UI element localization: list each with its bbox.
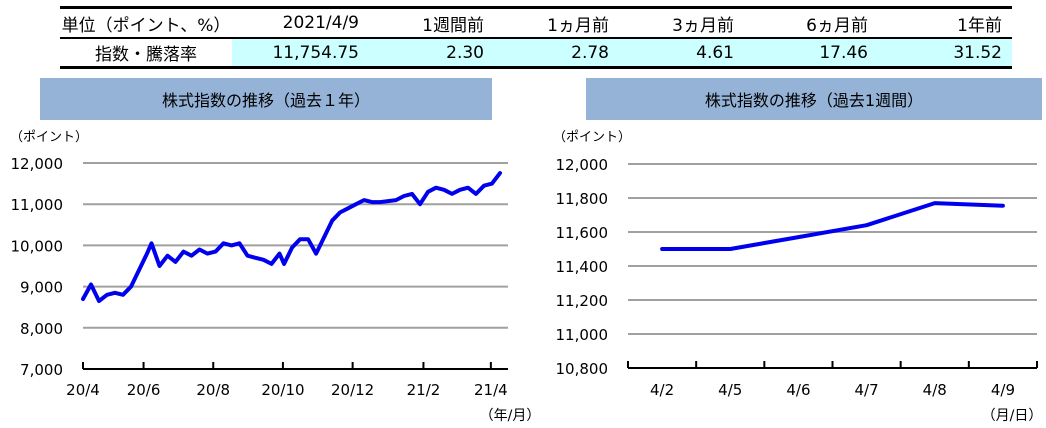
y-axis-unit: （ポイント） — [553, 130, 631, 145]
y-tick-label: 11,400 — [556, 258, 609, 276]
x-tick-label: 20/10 — [261, 381, 304, 399]
value-6month: 17.46 — [744, 39, 878, 66]
x-axis-unit: （年/月） — [480, 408, 541, 424]
y-tick-label: 10,800 — [556, 360, 609, 378]
header-1year: 1年前 — [957, 15, 1002, 36]
header-1month: 1ヵ月前 — [547, 15, 609, 36]
value-1month: 2.78 — [494, 39, 619, 66]
x-tick-label: 4/6 — [786, 381, 810, 399]
header-1week: 1週間前 — [422, 15, 484, 36]
table-header-row: 単位（ポイント、%） 2021/4/9 1週間前 1ヵ月前 3ヵ月前 6ヵ月前 … — [60, 9, 1012, 39]
value-1year: 31.52 — [878, 39, 1012, 66]
row-label: 指数・騰落率 — [95, 45, 197, 65]
x-tick-label: 4/5 — [718, 381, 742, 399]
x-tick-label: 21/4 — [474, 381, 508, 399]
y-tick-label: 11,800 — [556, 190, 609, 208]
y-tick-label: 9,000 — [20, 279, 63, 297]
header-6month: 6ヵ月前 — [806, 15, 868, 36]
y-tick-label: 8,000 — [20, 320, 63, 338]
value-1week: 2.30 — [369, 39, 494, 66]
y-tick-label: 11,600 — [556, 224, 609, 242]
header-3month: 3ヵ月前 — [672, 15, 734, 36]
value-3month: 4.61 — [619, 39, 744, 66]
chart-title-1week: 株式指数の推移（過去1週間） — [586, 78, 1042, 120]
x-tick-label: 4/7 — [855, 381, 879, 399]
value-index: 11,754.75 — [232, 39, 369, 66]
x-axis-unit: （月/日） — [982, 408, 1043, 424]
chart-title-1year: 株式指数の推移（過去１年） — [40, 78, 492, 120]
y-tick-label: 10,000 — [11, 237, 64, 255]
y-tick-label: 11,000 — [556, 326, 609, 344]
index-summary-table: 単位（ポイント、%） 2021/4/9 1週間前 1ヵ月前 3ヵ月前 6ヵ月前 … — [60, 6, 1012, 69]
table-row: 指数・騰落率 11,754.75 2.30 2.78 4.61 17.46 31… — [60, 39, 1012, 66]
header-date: 2021/4/9 — [282, 13, 359, 33]
y-tick-label: 7,000 — [20, 361, 63, 379]
y-axis-unit: （ポイント） — [10, 130, 88, 145]
y-tick-label: 11,000 — [11, 196, 64, 214]
x-tick-label: 20/8 — [196, 381, 230, 399]
x-tick-label: 20/12 — [331, 381, 374, 399]
x-tick-label: 21/2 — [407, 381, 441, 399]
y-tick-label: 12,000 — [11, 155, 64, 173]
y-tick-label: 12,000 — [556, 156, 609, 174]
series-line — [81, 171, 502, 303]
x-tick-label: 20/4 — [66, 381, 100, 399]
x-tick-label: 4/8 — [923, 381, 947, 399]
x-tick-label: 20/6 — [127, 381, 161, 399]
series-line — [660, 201, 1005, 251]
y-tick-label: 11,200 — [556, 292, 609, 310]
header-unit: 単位（ポイント、%） — [61, 15, 231, 36]
x-tick-label: 4/9 — [991, 381, 1015, 399]
x-tick-label: 4/2 — [650, 381, 674, 399]
